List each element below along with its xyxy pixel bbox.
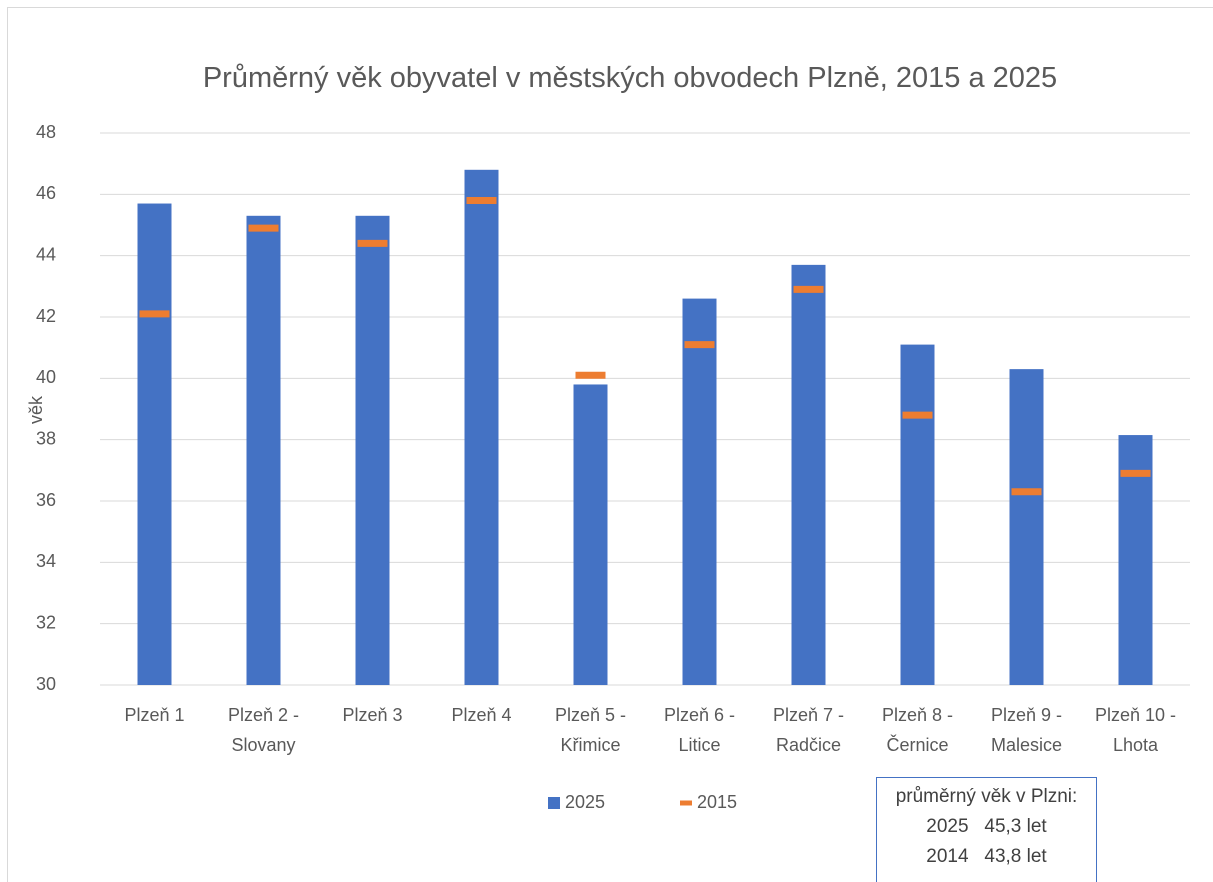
x-tick-label: Plzeň 7 - — [773, 705, 844, 725]
y-tick-label: 38 — [36, 428, 56, 448]
x-tick-label: Plzeň 2 - — [228, 705, 299, 725]
x-tick-label: Plzeň 8 - — [882, 705, 953, 725]
annotation-row: 2014 43,8 let — [877, 842, 1096, 872]
annotation-row: 2025 45,3 let — [877, 812, 1096, 842]
annotation-title: průměrný věk v Plzni: — [895, 786, 1078, 807]
x-tick-label: Plzeň 4 — [451, 705, 511, 725]
x-tick-label: Černice — [886, 734, 948, 755]
y-tick-label: 34 — [36, 551, 56, 571]
x-tick-label: Slovany — [231, 735, 295, 755]
bar — [791, 264, 826, 685]
bar — [464, 169, 499, 686]
annotation-box: průměrný věk v Plzni: 2025 45,3 let 2014… — [876, 777, 1097, 882]
x-tick-label: Radčice — [776, 735, 841, 755]
x-tick-label: Litice — [678, 735, 720, 755]
legend-label: 2025 — [565, 792, 605, 812]
x-tick-label: Lhota — [1113, 735, 1159, 755]
x-tick-label: Plzeň 9 - — [991, 705, 1062, 725]
legend-swatch — [548, 797, 560, 809]
bar — [900, 344, 935, 685]
x-tick-label: Plzeň 5 - — [555, 705, 626, 725]
x-tick-label: Plzeň 10 - — [1095, 705, 1176, 725]
x-tick-label: Plzeň 3 — [342, 705, 402, 725]
chart-title: Průměrný věk obyvatel v městských obvode… — [202, 62, 1058, 94]
y-axis-label: věk — [26, 395, 46, 424]
y-tick-label: 36 — [36, 490, 56, 510]
bar — [682, 298, 717, 685]
annotation-year: 2014 — [926, 846, 969, 867]
x-tick-label: Plzeň 6 - — [664, 705, 735, 725]
bar — [246, 215, 281, 686]
y-tick-label: 40 — [36, 367, 56, 387]
bar — [137, 203, 172, 686]
y-tick-label: 32 — [36, 612, 56, 632]
x-tick-label: Malesice — [991, 735, 1062, 755]
y-tick-label: 46 — [36, 183, 56, 203]
chart-border — [7, 7, 1213, 882]
bar — [1009, 369, 1044, 685]
annotation-value: 45,3 let — [984, 816, 1047, 837]
x-tick-label: Plzeň 1 — [124, 705, 184, 725]
y-tick-label: 48 — [36, 122, 56, 142]
x-tick-label: Křimice — [560, 735, 620, 755]
y-tick-label: 30 — [36, 674, 56, 694]
y-tick-label: 42 — [36, 306, 56, 326]
annotation-year: 2025 — [926, 816, 969, 837]
y-tick-label: 44 — [36, 244, 56, 264]
annotation-value: 43,8 let — [984, 846, 1047, 867]
bar — [355, 215, 390, 686]
legend-label: 2015 — [697, 792, 737, 812]
bar — [573, 384, 608, 685]
